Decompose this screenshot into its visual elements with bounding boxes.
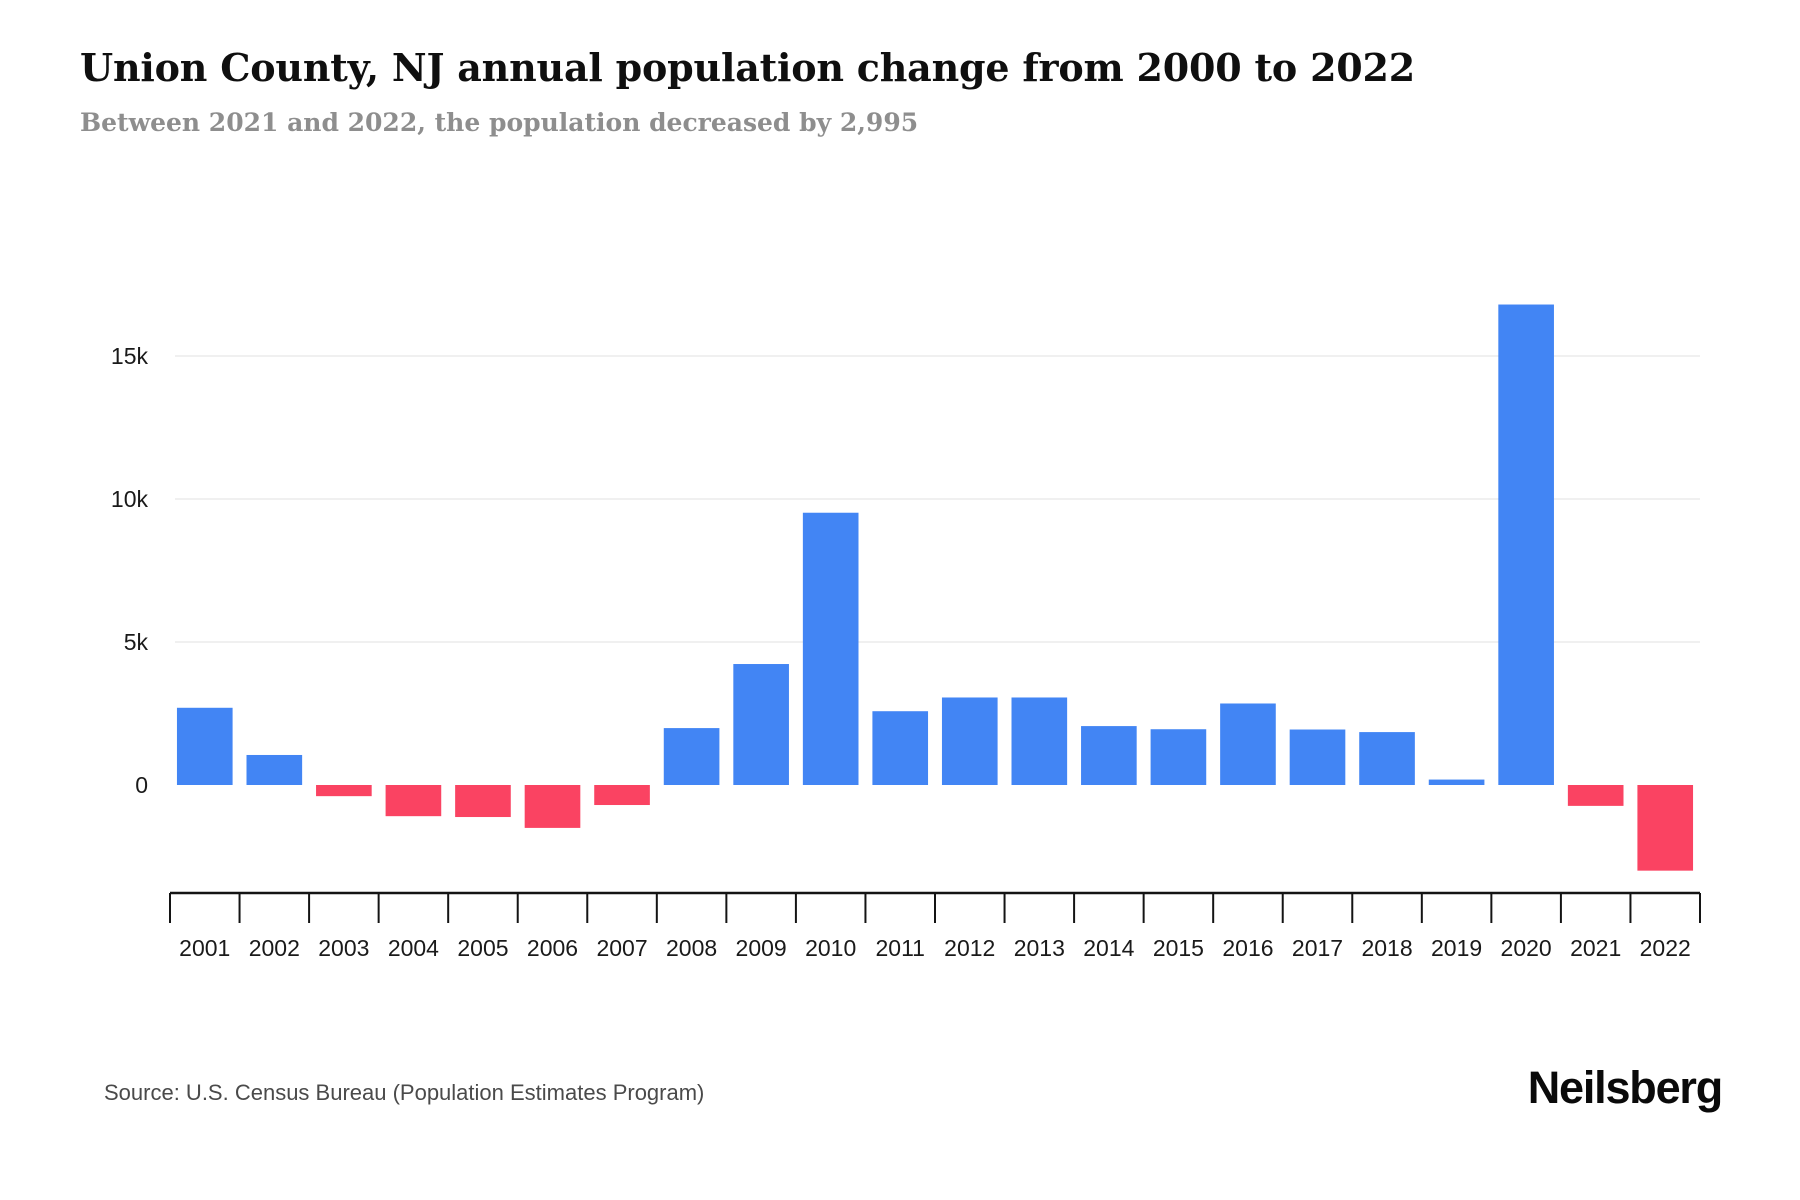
source-note: Source: U.S. Census Bureau (Population E… (104, 1080, 705, 1105)
bar[interactable] (872, 711, 929, 785)
x-axis-tick-label: 2020 (1501, 935, 1552, 961)
bars-group (176, 304, 1694, 871)
bar[interactable] (1567, 785, 1624, 806)
page-title: Union County, NJ annual population chang… (80, 45, 1416, 90)
y-axis-tick-label: 15k (111, 343, 149, 369)
x-axis-tick-label: 2016 (1222, 935, 1273, 961)
x-axis-tick-label: 2009 (736, 935, 787, 961)
x-axis-tick-label: 2001 (179, 935, 230, 961)
y-axis-tick-label: 0 (135, 772, 148, 798)
bar[interactable] (663, 728, 720, 785)
bar[interactable] (1081, 726, 1137, 785)
x-axis-tick-label: 2019 (1431, 935, 1482, 961)
bar[interactable] (176, 707, 233, 785)
y-gridlines: 0 5k 10k 15k (111, 343, 1700, 798)
bar[interactable] (594, 785, 650, 806)
bar[interactable] (1150, 729, 1207, 785)
bar[interactable] (1498, 304, 1554, 785)
x-axis-tick-label: 2002 (249, 935, 300, 961)
x-axis-tick-label: 2014 (1083, 935, 1134, 961)
x-axis-tick-label: 2021 (1570, 935, 1621, 961)
chart-subtitle: Between 2021 and 2022, the population de… (80, 107, 919, 137)
x-axis-tick-label: 2010 (805, 935, 856, 961)
bar[interactable] (524, 785, 581, 828)
bar[interactable] (455, 785, 511, 818)
bar[interactable] (246, 754, 303, 785)
bar[interactable] (385, 785, 442, 817)
x-axis-tick-label: 2004 (388, 935, 439, 961)
bar[interactable] (941, 697, 998, 785)
x-axis-tick-label: 2008 (666, 935, 717, 961)
brand-logo: Neilsberg (1527, 1062, 1723, 1113)
x-axis-ticks (169, 893, 1701, 923)
y-axis-tick-label: 10k (111, 486, 149, 512)
x-axis-tick-label: 2011 (875, 935, 924, 961)
bar[interactable] (1428, 779, 1485, 785)
x-axis-tick-label: 2012 (944, 935, 995, 961)
bar[interactable] (802, 512, 859, 785)
bar[interactable] (1359, 732, 1415, 785)
x-axis-tick-label: 2007 (596, 935, 647, 961)
x-axis-tick-labels: 2001 2002 2003 2004 2005 2006 2007 2008 2009 2010… (179, 935, 1691, 961)
x-axis-tick-label: 2015 (1153, 935, 1204, 961)
x-axis-tick-label: 2006 (527, 935, 578, 961)
y-axis-tick-label: 5k (124, 629, 149, 655)
x-axis-tick-label: 2003 (318, 935, 369, 961)
x-axis-tick-label: 2017 (1292, 935, 1343, 961)
x-axis-tick-label: 2005 (457, 935, 508, 961)
x-axis-tick-label: 2018 (1361, 935, 1412, 961)
bar[interactable] (1220, 703, 1276, 785)
bar[interactable] (1011, 697, 1068, 785)
x-axis-tick-label: 2013 (1014, 935, 1065, 961)
bar[interactable] (316, 785, 372, 797)
bar[interactable] (1637, 785, 1694, 871)
bar[interactable] (733, 664, 789, 785)
bar[interactable] (1289, 729, 1346, 785)
x-axis-tick-label: 2022 (1640, 935, 1691, 961)
chart-header: Union County, NJ annual population chang… (80, 46, 1740, 138)
